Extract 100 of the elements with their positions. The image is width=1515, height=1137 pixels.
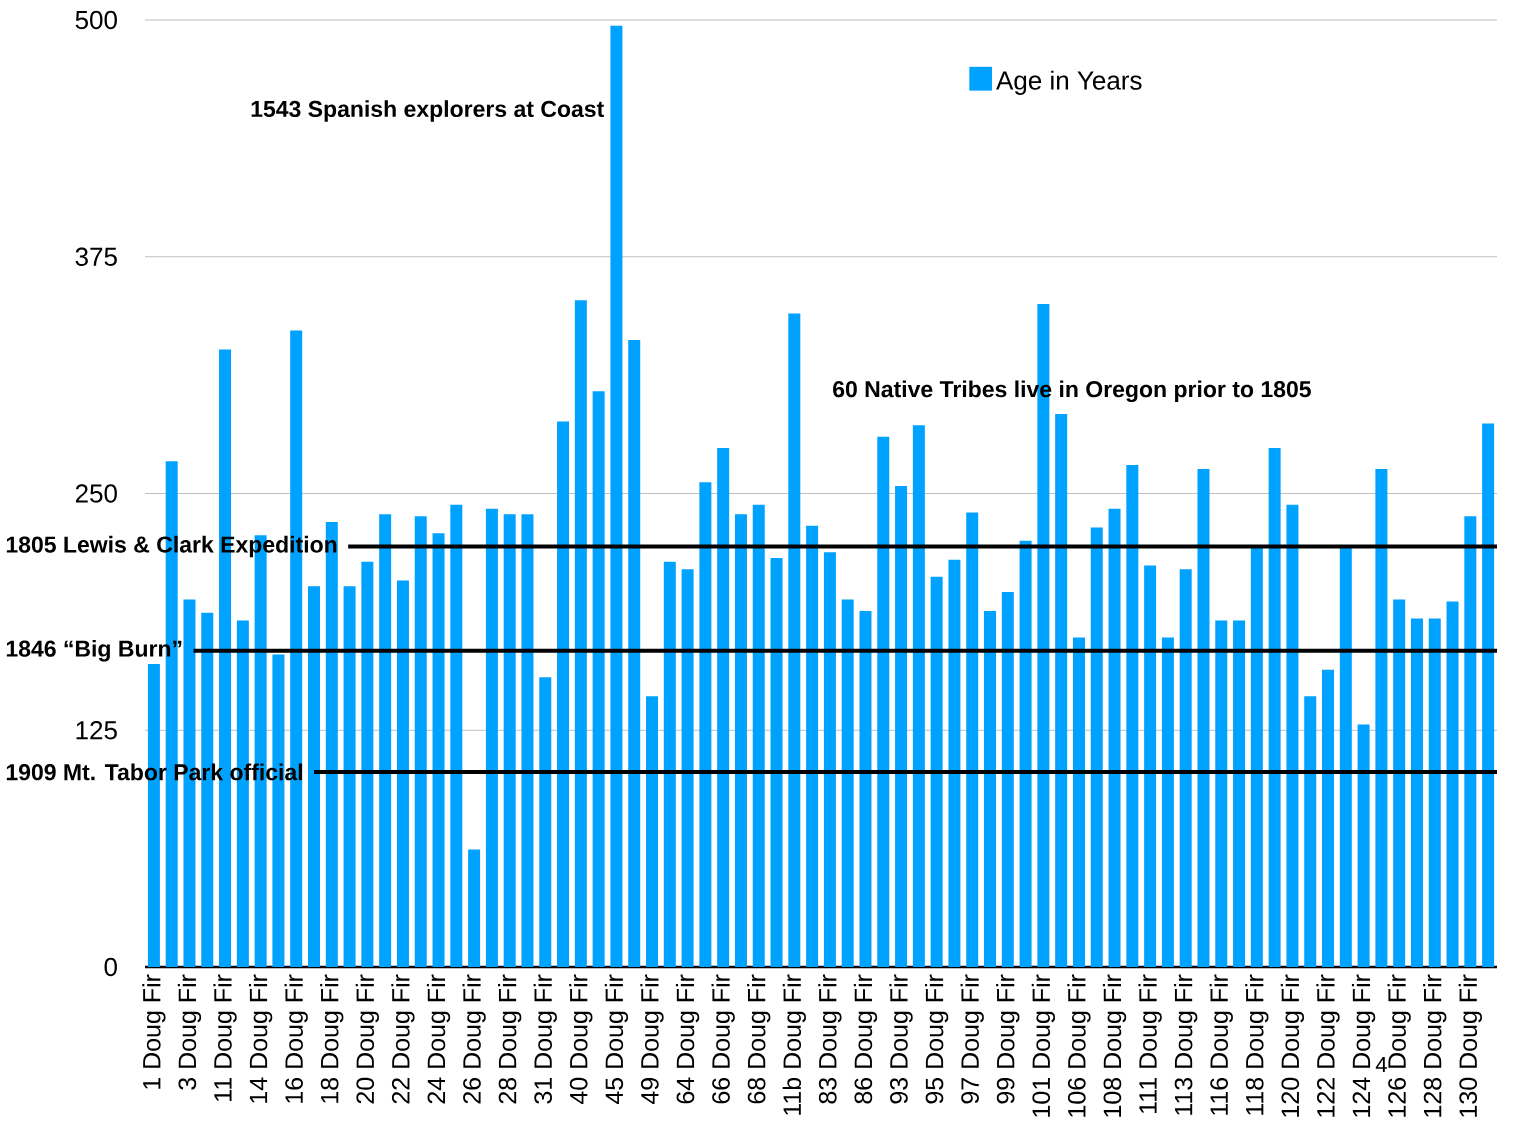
bar xyxy=(1161,637,1174,967)
x-tick-label: 68 Doug Fir xyxy=(747,974,771,1104)
x-tick-label: 118 Doug Fir xyxy=(1245,974,1269,1115)
bar xyxy=(859,610,872,967)
bar xyxy=(895,485,908,967)
bar xyxy=(646,696,659,967)
bar xyxy=(1464,516,1477,967)
bar xyxy=(1055,413,1068,967)
bar xyxy=(734,514,747,967)
bar xyxy=(1428,618,1441,967)
bar xyxy=(877,436,890,967)
bar xyxy=(966,512,979,967)
bar xyxy=(1339,546,1352,967)
bar xyxy=(450,504,463,967)
x-tick-label: 95 Doug Fir xyxy=(924,974,949,1104)
x-tick-label: 93 Doug Fir xyxy=(889,974,913,1104)
x-tick-label: 116 Doug Fir xyxy=(1209,974,1233,1115)
x-tick-label: 11 Doug Fir xyxy=(213,974,237,1101)
bar xyxy=(1197,468,1210,967)
bar xyxy=(984,610,997,967)
x-tick-label: 45 Doug Fir xyxy=(604,974,629,1105)
bar xyxy=(343,586,356,967)
x-tick-label: 106 Doug Fir xyxy=(1067,974,1091,1117)
bar xyxy=(930,576,943,967)
bar xyxy=(1446,601,1459,967)
bar xyxy=(1357,724,1370,967)
annotation: 1543 Spanish explorers at Coast xyxy=(251,100,604,122)
x-tick-label: 86 Doug Fir xyxy=(853,974,878,1104)
bar xyxy=(788,313,801,967)
bar xyxy=(1286,504,1299,967)
x-tick-label: 20 Doug Fir xyxy=(355,974,380,1104)
bar xyxy=(1250,546,1263,967)
x-tick-label: 97 Doug Fir xyxy=(960,974,984,1104)
x-tick-label: 49 Doug Fir xyxy=(640,974,664,1105)
x-tick-label: 122 Doug Fir xyxy=(1316,974,1340,1117)
bar xyxy=(1322,669,1335,967)
bar xyxy=(308,586,320,967)
bar xyxy=(1001,591,1014,967)
bar xyxy=(699,482,712,967)
x-tick-label: 18 Doug Fir xyxy=(320,974,344,1103)
x-tick-label: 108 Doug Fir xyxy=(1102,974,1127,1117)
x-tick-label: 126 Doug Fir xyxy=(1387,974,1411,1117)
x-tick-label: 101 Doug Fir xyxy=(1031,974,1056,1117)
x-tick-label: 11b Doug Fir xyxy=(782,974,806,1115)
x-tick-label: 16 Doug Fir xyxy=(284,974,308,1103)
bar xyxy=(948,559,961,967)
bar xyxy=(841,599,854,967)
bar xyxy=(1482,423,1495,967)
bar xyxy=(1268,448,1281,967)
x-tick-label: 28 Doug Fir xyxy=(498,974,522,1104)
bar xyxy=(1108,508,1121,967)
text: 4 xyxy=(1375,1056,1387,1073)
x-tick-label: 3 Doug Fir xyxy=(177,974,202,1090)
y-tick-label: 0 xyxy=(104,957,117,977)
x-tick-label: 66 Doug Fir xyxy=(711,974,735,1104)
x-tick-label: 24 Doug Fir xyxy=(426,974,451,1104)
bar xyxy=(1233,620,1246,967)
bar xyxy=(1144,565,1157,967)
bar xyxy=(681,569,694,967)
bar xyxy=(610,25,623,967)
y-tick-label: 375 xyxy=(75,247,117,266)
bar xyxy=(912,425,925,967)
y-tick-label: 125 xyxy=(76,721,117,740)
x-tick-label: 22 Doug Fir xyxy=(391,974,415,1104)
bar xyxy=(823,552,836,967)
x-tick-label: 130 Doug Fir xyxy=(1458,974,1482,1117)
bar xyxy=(361,561,374,967)
x-tick-label: 99 Doug Fir xyxy=(996,974,1020,1104)
x-tick-label: 113 Doug Fir xyxy=(1174,974,1198,1115)
bar xyxy=(396,580,409,967)
legend-label: Age in Years xyxy=(996,70,1142,95)
x-tick-label: 64 Doug Fir xyxy=(675,974,700,1104)
bar xyxy=(557,421,570,967)
bar xyxy=(770,557,783,967)
x-tick-label: 1 Doug Fir xyxy=(142,974,166,1089)
bar xyxy=(806,525,819,967)
bar xyxy=(414,516,427,967)
bar xyxy=(521,514,534,967)
x-tick-label: 31 Doug Fir xyxy=(533,974,557,1104)
x-tick-label: 83 Doug Fir xyxy=(818,974,842,1104)
bar xyxy=(503,514,516,967)
bar xyxy=(1410,618,1423,967)
bar xyxy=(1304,696,1317,967)
x-tick-label: 14 Doug Fir xyxy=(248,974,273,1103)
bar xyxy=(468,849,481,967)
y-tick-label: 250 xyxy=(75,484,117,503)
bar xyxy=(663,561,676,967)
x-tick-label: 40 Doug Fir xyxy=(569,974,593,1105)
x-tick-label: 128 Doug Fir xyxy=(1423,974,1447,1117)
bar xyxy=(1393,599,1406,967)
bar xyxy=(574,300,587,967)
bar xyxy=(1126,465,1139,967)
bar xyxy=(1090,527,1103,967)
y-tick-label: 500 xyxy=(75,10,117,30)
bar xyxy=(379,514,392,967)
bar xyxy=(539,677,552,967)
bar xyxy=(592,391,605,967)
bar xyxy=(1215,620,1228,967)
x-tick-label: 120 Doug Fir xyxy=(1280,974,1305,1117)
bar xyxy=(717,448,730,967)
